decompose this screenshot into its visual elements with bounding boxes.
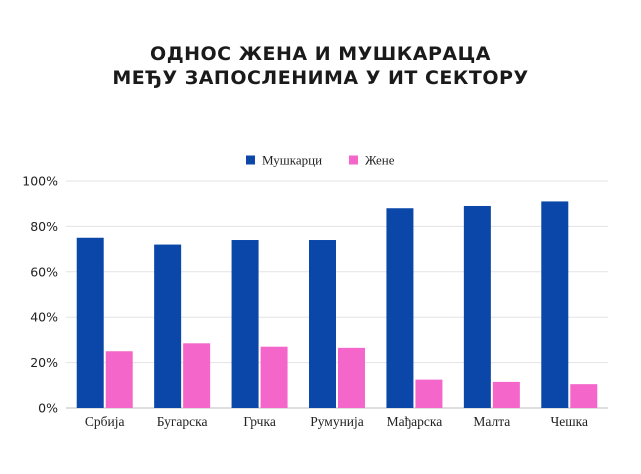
bar-men [76,237,104,408]
bar-women [338,347,365,408]
y-tick-label: 40% [30,310,58,325]
gridlines [66,180,608,409]
x-axis-categories: Србија Бугарска Грчка Румунија Мађарска Малта… [85,414,588,429]
y-tick-label: 80% [30,219,58,234]
x-category-label: Мађарска [387,414,443,429]
x-category-label: Србија [85,414,125,429]
y-tick-label: 0% [38,401,58,416]
bar-women [105,351,133,408]
chart-title-line-1: ОДНОС ЖЕНА И МУШКАРАЦА [150,43,491,65]
bars [76,201,598,408]
bar-women [570,384,598,408]
y-axis-ticks: 0% 20% 40% 60% 80% 100% [22,174,58,416]
bar-men [386,208,414,408]
bar-women [492,381,520,408]
bar-men [541,201,569,408]
legend-label-women: Жене [365,153,395,168]
chart-title-line-2: МЕЂУ ЗАПОСЛЕНИМА У ИТ СЕКТОРУ [112,67,529,89]
legend: Мушкарци Жене [246,153,395,168]
legend-swatch-women [349,155,358,165]
x-category-label: Чешка [551,414,589,429]
bar-women [260,346,288,408]
x-category-label: Бугарска [157,414,208,429]
bar-men [154,244,182,408]
legend-label-men: Мушкарци [262,153,322,168]
y-tick-label: 60% [30,264,58,279]
legend-swatch-men [246,155,255,165]
y-tick-label: 100% [22,174,58,189]
bar-women [183,343,211,408]
x-category-label: Румунија [310,414,364,429]
bar-men [309,240,336,408]
bar-women [415,379,443,408]
y-tick-label: 20% [30,355,58,370]
bar-men [231,240,259,408]
x-category-label: Малта [473,414,510,429]
bar-men [463,205,491,408]
chart-title: ОДНОС ЖЕНА И МУШКАРАЦА МЕЂУ ЗАПОСЛЕНИМА … [0,42,641,90]
x-category-label: Грчка [243,414,276,429]
